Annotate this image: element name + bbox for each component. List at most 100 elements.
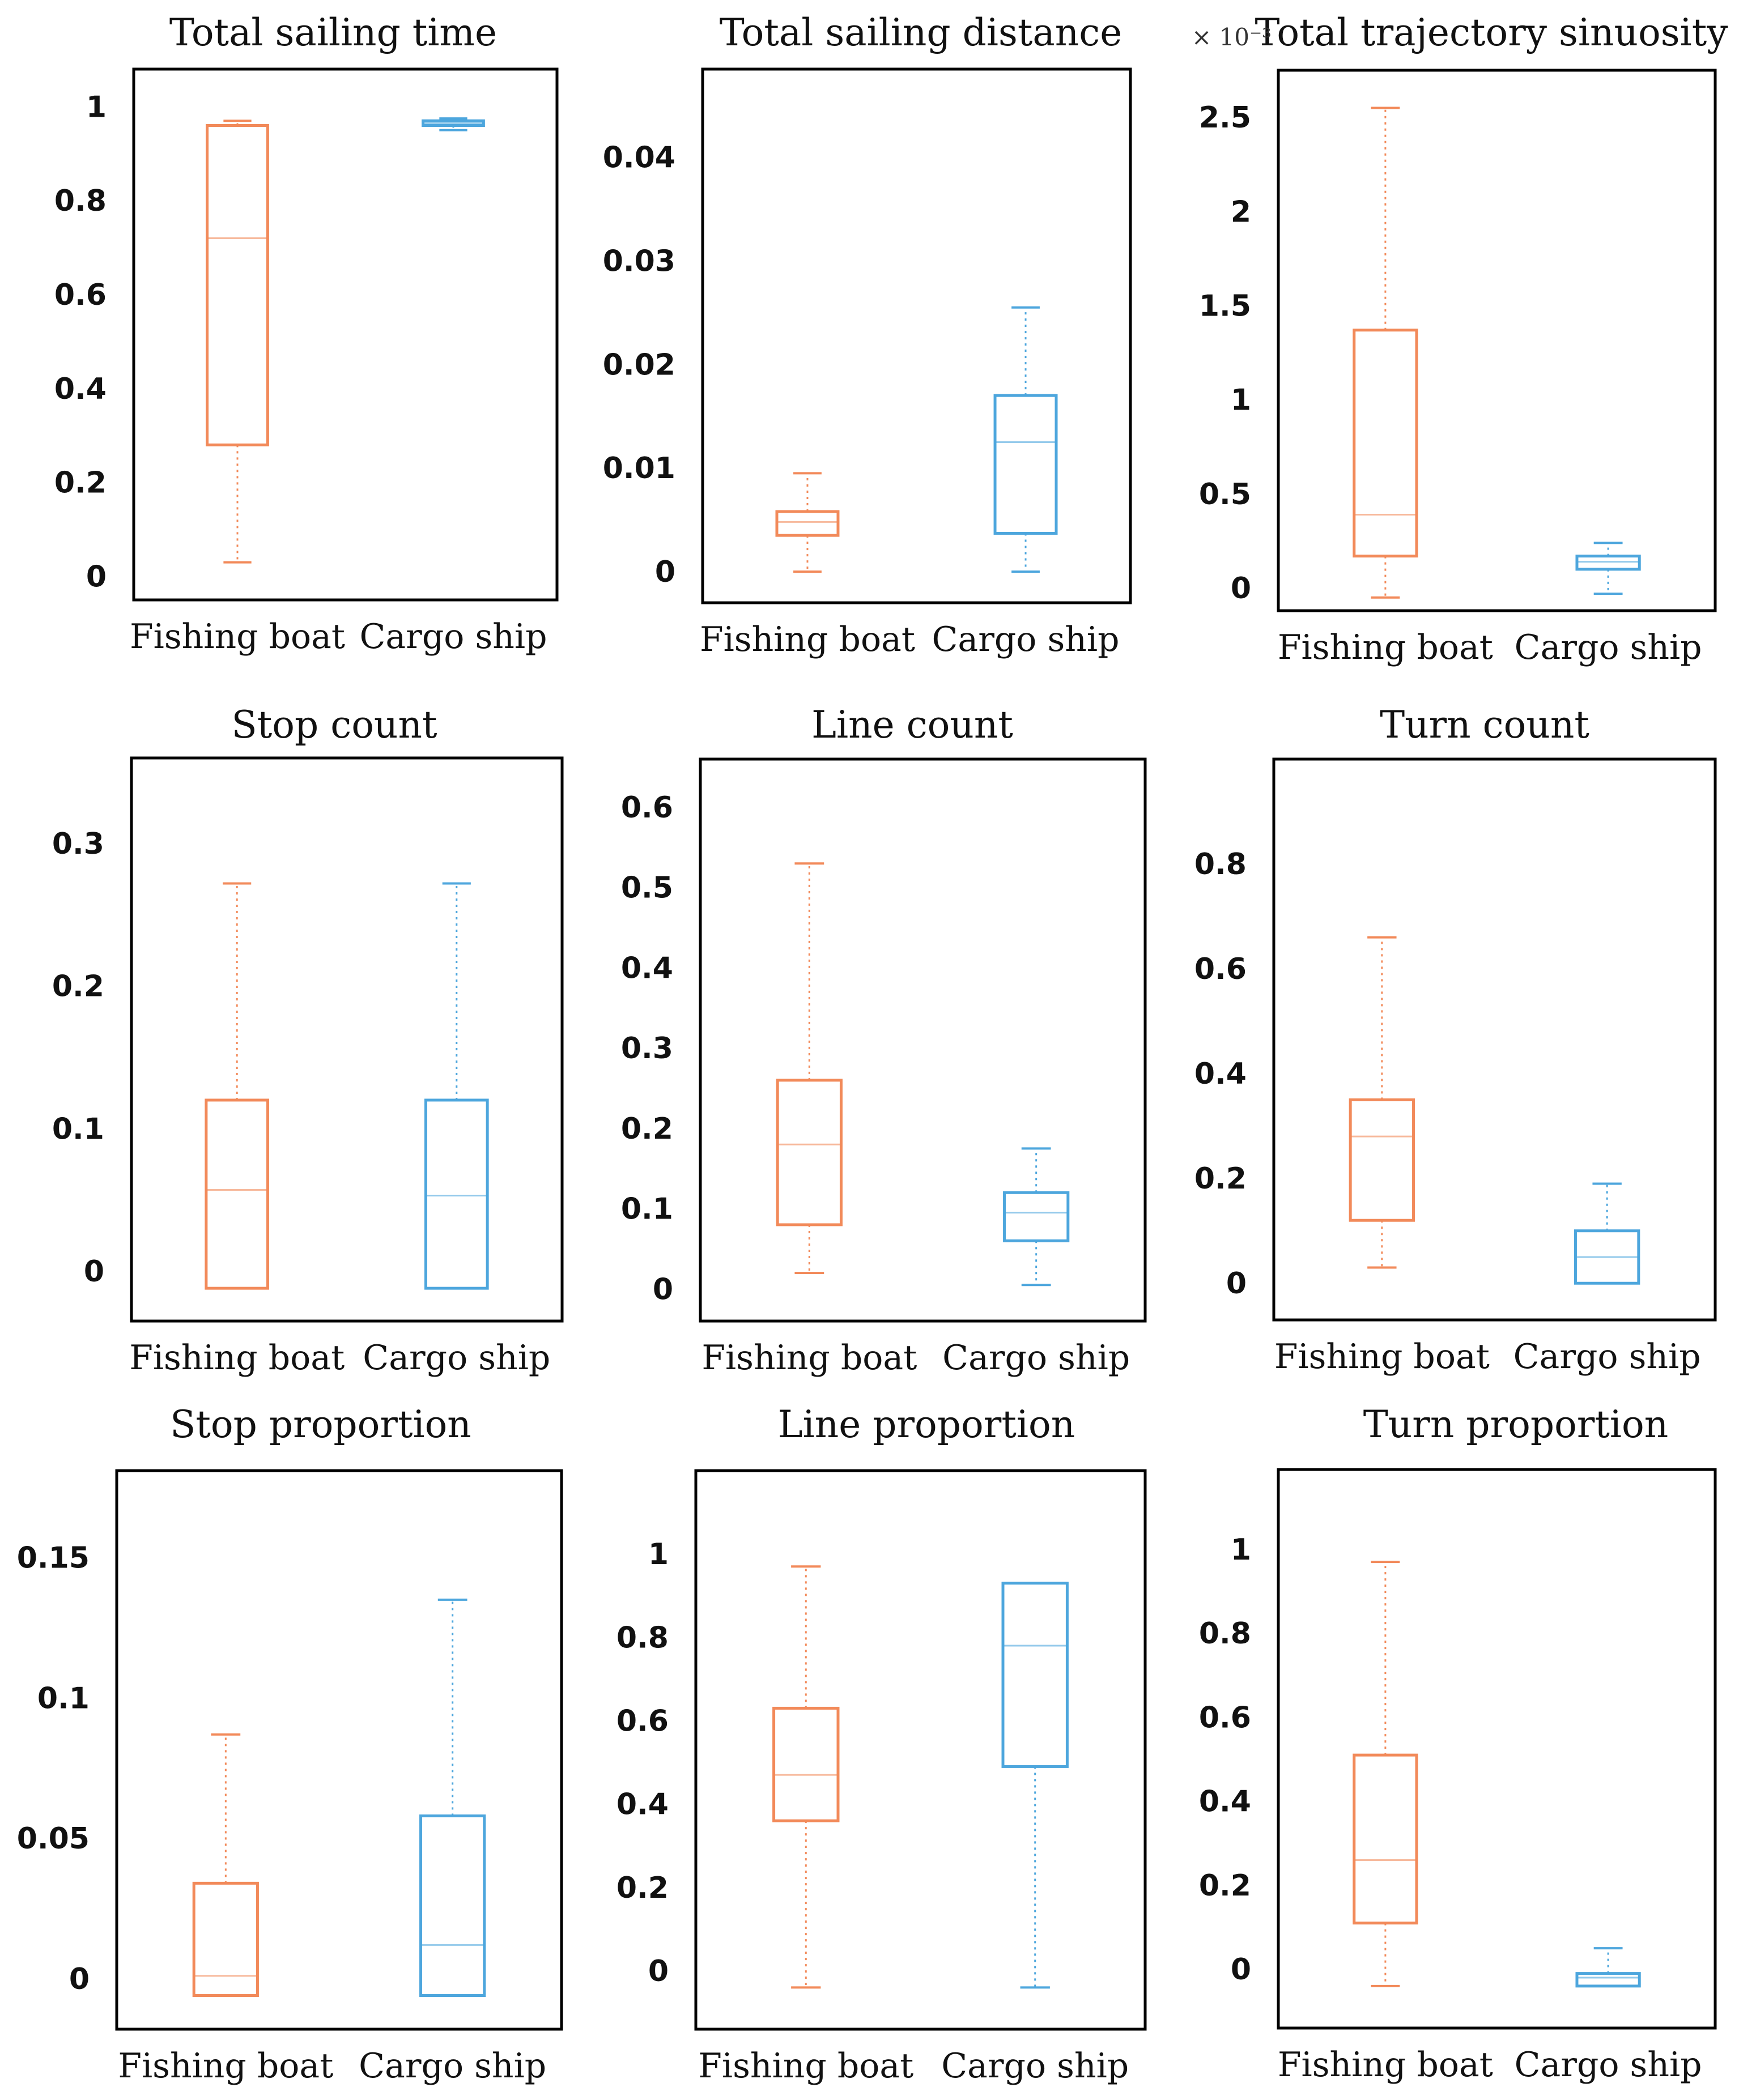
panel-title: Stop count <box>232 703 437 747</box>
iqr-box <box>1349 1098 1415 1222</box>
cargo-ship-box <box>424 882 489 1290</box>
y-tick-label: 0.4 <box>54 372 107 406</box>
y-tick-label: 0 <box>653 1272 673 1306</box>
x-category-label: Fishing boat <box>1278 2045 1493 2085</box>
panel-title: Total sailing time <box>169 11 497 54</box>
iqr-box <box>424 1098 489 1290</box>
plot-frame <box>694 1469 1147 2031</box>
y-tick-label: 0.1 <box>621 1192 673 1226</box>
x-category-label: Fishing boat <box>701 1338 917 1378</box>
y-tick-label: 0.3 <box>52 827 104 861</box>
y-tick-label: 0.6 <box>1199 1701 1251 1735</box>
plot-frame <box>1272 757 1717 1322</box>
y-tick-label: 0 <box>1231 572 1251 606</box>
y-tick-label: 1 <box>86 90 107 124</box>
y-tick-label: 0.04 <box>603 140 675 174</box>
panel-9: Turn proportion 0 0.2 0.4 0.6 0.8 1 Fishing boa… <box>1199 1403 1717 2085</box>
fishing-boat-box <box>776 862 843 1274</box>
y-tick-label: 2.5 <box>1199 101 1251 135</box>
y-tick-label: 0.2 <box>616 1871 669 1905</box>
y-tick-label: 1 <box>648 1537 669 1571</box>
panel-1: Total sailing time 0 0.2 0.4 0.6 0.8 1 Fishing … <box>54 11 559 657</box>
axis-multiplier: × 10⁻³ <box>1192 23 1272 51</box>
fishing-boat-box <box>1349 936 1415 1269</box>
y-tick-label: 0.8 <box>1194 847 1247 881</box>
y-tick-label: 0.15 <box>17 1541 90 1575</box>
y-tick-label: 0.4 <box>1194 1057 1247 1091</box>
cargo-ship-box <box>1003 1147 1070 1287</box>
x-category-label: Fishing boat <box>1274 1337 1490 1377</box>
panel-title: Line count <box>811 703 1013 747</box>
y-tick-label: 0.03 <box>603 244 675 278</box>
x-category-label: Fishing boat <box>130 617 345 657</box>
iqr-box <box>1353 329 1418 558</box>
y-tick-label: 0.02 <box>603 348 675 382</box>
y-tick-label: 0.2 <box>1194 1162 1247 1196</box>
plot-frame <box>132 67 559 602</box>
x-category-label: Cargo ship <box>359 2046 546 2086</box>
iqr-box <box>206 124 269 446</box>
panel-title: Total sailing distance <box>720 11 1123 54</box>
panel-title: Turn count <box>1380 703 1589 747</box>
y-tick-label: 0.4 <box>621 951 673 985</box>
y-tick-label: 0.1 <box>52 1112 104 1146</box>
plot-frame <box>701 67 1132 604</box>
x-category-label: Fishing boat <box>129 1338 345 1378</box>
iqr-box <box>1575 1972 1641 1988</box>
y-tick-label: 0 <box>648 1954 669 1988</box>
fishing-boat-box <box>772 1565 840 1989</box>
cargo-ship-box <box>1575 542 1641 595</box>
iqr-box <box>1003 1191 1070 1242</box>
y-tick-label: 0.4 <box>616 1788 669 1822</box>
y-tick-label: 0 <box>86 560 107 594</box>
y-tick-label: 0.8 <box>616 1621 669 1655</box>
fishing-boat-box <box>1353 107 1418 599</box>
iqr-box <box>419 1814 486 1997</box>
x-category-label: Fishing boat <box>698 2046 913 2086</box>
iqr-box <box>1575 555 1641 571</box>
iqr-box <box>993 394 1058 535</box>
cargo-ship-box <box>1575 1947 1641 1988</box>
y-tick-label: 0 <box>1226 1267 1247 1301</box>
y-tick-label: 0.6 <box>616 1704 669 1738</box>
y-tick-label: 1 <box>1231 384 1251 418</box>
cargo-ship-box <box>422 117 485 131</box>
y-tick-label: 0.6 <box>1194 952 1247 986</box>
x-category-label: Cargo ship <box>363 1338 550 1378</box>
panel-7: Stop proportion 0 0.05 0.1 0.15 Fishing boat C… <box>17 1403 563 2086</box>
plot-frame <box>699 757 1147 1323</box>
x-category-label: Cargo ship <box>359 617 547 657</box>
x-category-label: Cargo ship <box>1513 1337 1701 1377</box>
y-tick-label: 0 <box>1231 1953 1251 1987</box>
panel-title: Turn proportion <box>1363 1403 1669 1446</box>
y-tick-label: 0.1 <box>37 1681 90 1715</box>
y-tick-label: 0.8 <box>54 184 107 218</box>
fishing-boat-box <box>206 120 269 564</box>
y-tick-label: 0.4 <box>1199 1785 1251 1819</box>
panel-3: Total trajectory sinuosity× 10⁻³ 0 0.5 1 1.5… <box>1192 11 1728 667</box>
y-tick-label: 1 <box>1231 1533 1251 1567</box>
y-tick-label: 0.5 <box>1199 478 1251 512</box>
iqr-box <box>205 1098 270 1290</box>
y-tick-label: 0 <box>84 1255 104 1289</box>
fishing-boat-box <box>775 472 840 573</box>
iqr-box <box>775 510 840 537</box>
y-tick-label: 0.3 <box>621 1032 673 1066</box>
y-tick-label: 2 <box>1231 195 1251 229</box>
x-category-label: Cargo ship <box>932 620 1120 659</box>
plot-frame <box>1277 69 1717 612</box>
fishing-boat-box <box>192 1733 259 1997</box>
y-tick-label: 0 <box>655 555 675 589</box>
fishing-boat-box <box>205 882 270 1290</box>
y-tick-label: 0.2 <box>54 466 107 500</box>
plot-frame <box>130 756 564 1323</box>
cargo-ship-box <box>993 306 1058 573</box>
y-tick-label: 0.05 <box>17 1822 90 1856</box>
y-tick-label: 0.6 <box>54 278 107 312</box>
x-category-label: Cargo ship <box>942 1338 1130 1378</box>
panel-5: Line count 0 0.1 0.2 0.3 0.4 0.5 0.6 Fishing boa… <box>621 703 1147 1378</box>
y-tick-label: 0.2 <box>1199 1869 1251 1903</box>
x-category-label: Cargo ship <box>1515 2045 1702 2085</box>
x-category-label: Fishing boat <box>1278 628 1493 667</box>
x-category-label: Cargo ship <box>1515 628 1702 667</box>
